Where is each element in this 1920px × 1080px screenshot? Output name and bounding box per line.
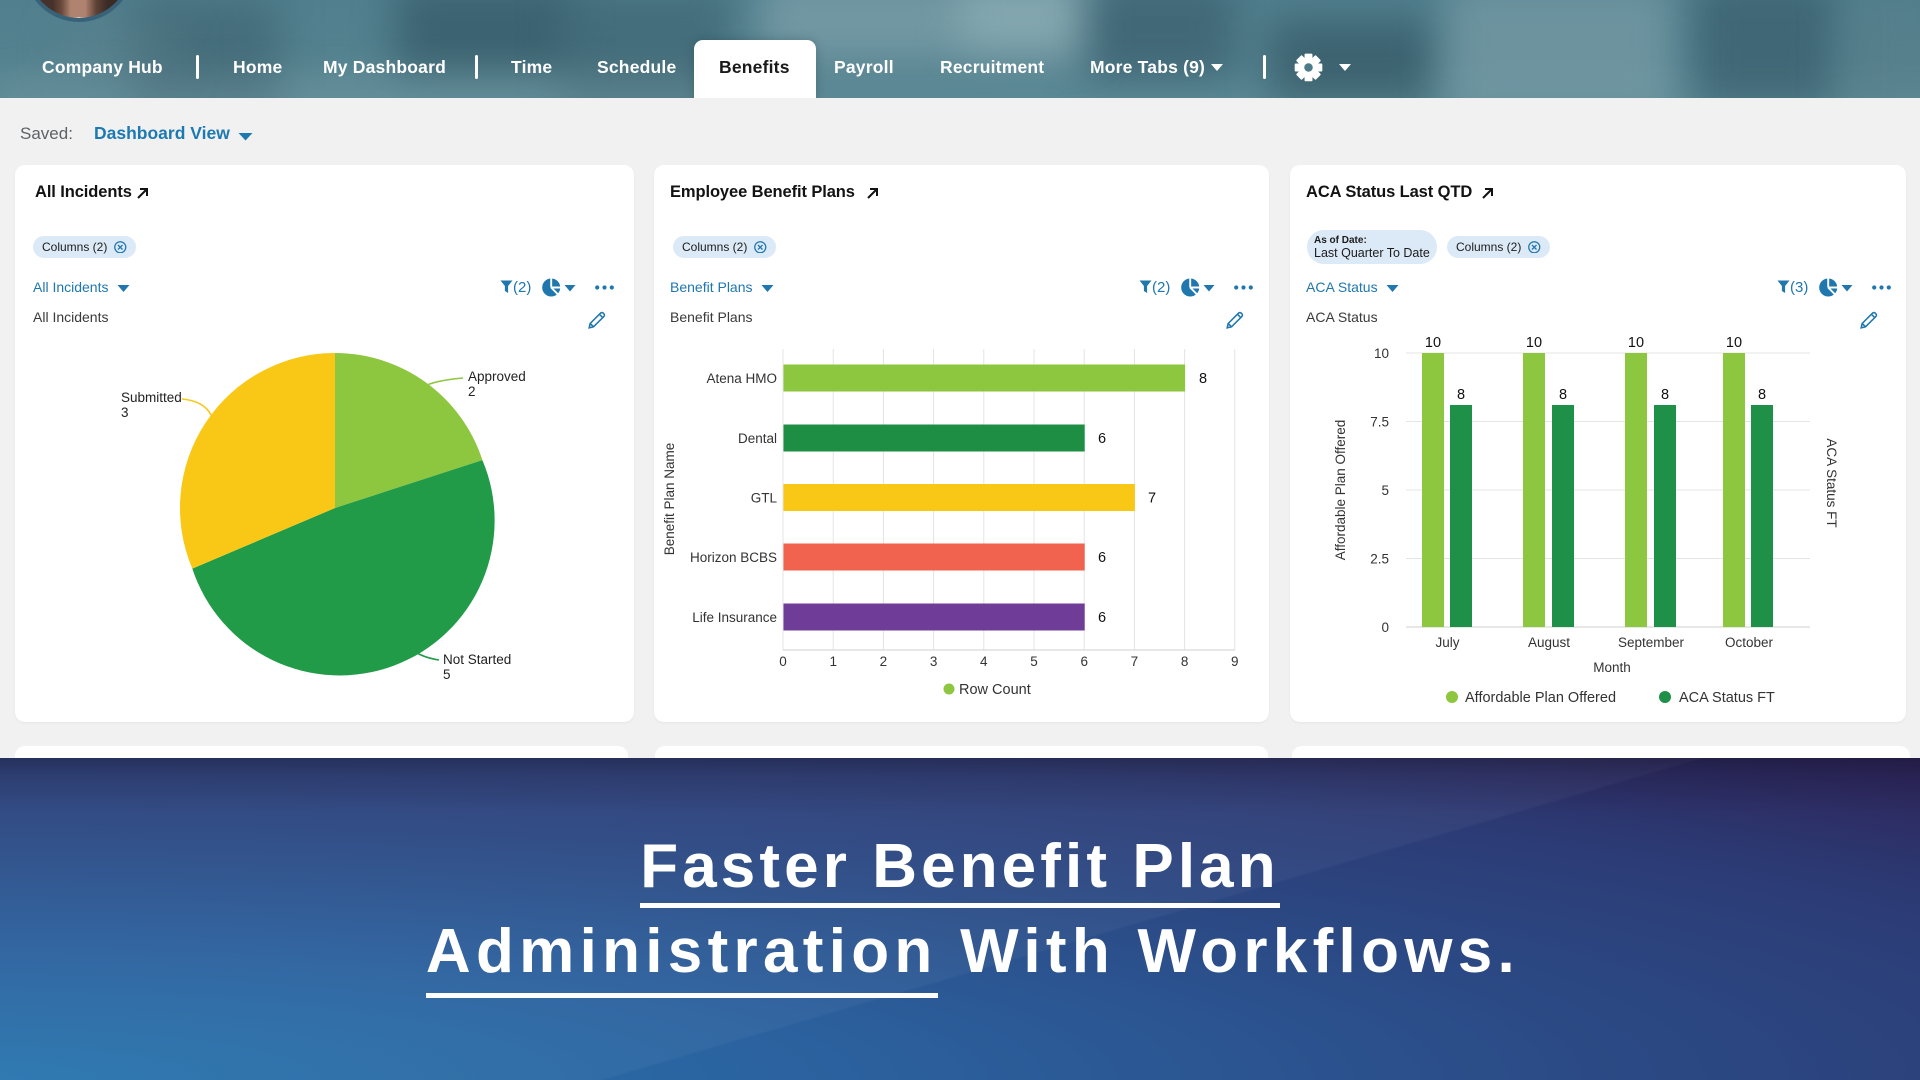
svg-text:10: 10 bbox=[1628, 335, 1644, 351]
svg-text:10: 10 bbox=[1526, 335, 1542, 351]
svg-text:2: 2 bbox=[880, 654, 888, 669]
svg-text:September: September bbox=[1618, 635, 1685, 650]
svg-text:Horizon BCBS: Horizon BCBS bbox=[690, 550, 777, 565]
svg-text:5: 5 bbox=[1381, 483, 1389, 498]
svg-text:0: 0 bbox=[779, 654, 787, 669]
svg-text:8: 8 bbox=[1559, 387, 1567, 403]
svg-text:Submitted: Submitted bbox=[121, 390, 182, 405]
svg-text:ACA Status FT: ACA Status FT bbox=[1824, 438, 1839, 527]
svg-text:5: 5 bbox=[443, 667, 451, 682]
svg-text:5: 5 bbox=[1030, 654, 1038, 669]
svg-text:Month: Month bbox=[1593, 660, 1631, 675]
svg-text:3: 3 bbox=[121, 405, 129, 420]
svg-text:6: 6 bbox=[1098, 431, 1106, 447]
svg-text:2: 2 bbox=[468, 384, 476, 399]
svg-text:6: 6 bbox=[1098, 550, 1106, 566]
svg-text:10: 10 bbox=[1374, 346, 1389, 361]
svg-text:ACA Status FT: ACA Status FT bbox=[1679, 690, 1775, 706]
svg-text:Benefit Plan Name: Benefit Plan Name bbox=[662, 443, 677, 556]
svg-text:July: July bbox=[1435, 635, 1459, 650]
svg-text:7.5: 7.5 bbox=[1370, 415, 1389, 430]
svg-text:GTL: GTL bbox=[751, 491, 778, 506]
svg-text:Atena HMO: Atena HMO bbox=[706, 371, 777, 386]
svg-text:October: October bbox=[1725, 635, 1774, 650]
svg-text:0: 0 bbox=[1381, 620, 1389, 635]
svg-text:3: 3 bbox=[930, 654, 938, 669]
svg-text:Life Insurance: Life Insurance bbox=[692, 610, 777, 625]
svg-text:8: 8 bbox=[1457, 387, 1465, 403]
svg-text:4: 4 bbox=[980, 654, 988, 669]
svg-text:8: 8 bbox=[1661, 387, 1669, 403]
svg-text:10: 10 bbox=[1726, 335, 1742, 351]
svg-text:1: 1 bbox=[829, 654, 837, 669]
svg-text:Affordable Plan Offered: Affordable Plan Offered bbox=[1333, 420, 1348, 561]
svg-text:8: 8 bbox=[1758, 387, 1766, 403]
svg-text:Affordable Plan Offered: Affordable Plan Offered bbox=[1465, 690, 1616, 706]
svg-text:6: 6 bbox=[1080, 654, 1088, 669]
svg-text:7: 7 bbox=[1131, 654, 1139, 669]
svg-text:6: 6 bbox=[1098, 610, 1106, 626]
svg-text:7: 7 bbox=[1148, 491, 1156, 507]
svg-text:8: 8 bbox=[1181, 654, 1189, 669]
svg-text:9: 9 bbox=[1231, 654, 1239, 669]
svg-text:Row Count: Row Count bbox=[959, 682, 1031, 698]
svg-text:10: 10 bbox=[1425, 335, 1441, 351]
svg-text:Approved: Approved bbox=[468, 369, 526, 384]
svg-text:Not Started: Not Started bbox=[443, 652, 511, 667]
svg-text:2.5: 2.5 bbox=[1370, 552, 1389, 567]
svg-text:August: August bbox=[1528, 635, 1570, 650]
svg-text:Dental: Dental bbox=[738, 431, 777, 446]
svg-text:8: 8 bbox=[1199, 371, 1207, 387]
